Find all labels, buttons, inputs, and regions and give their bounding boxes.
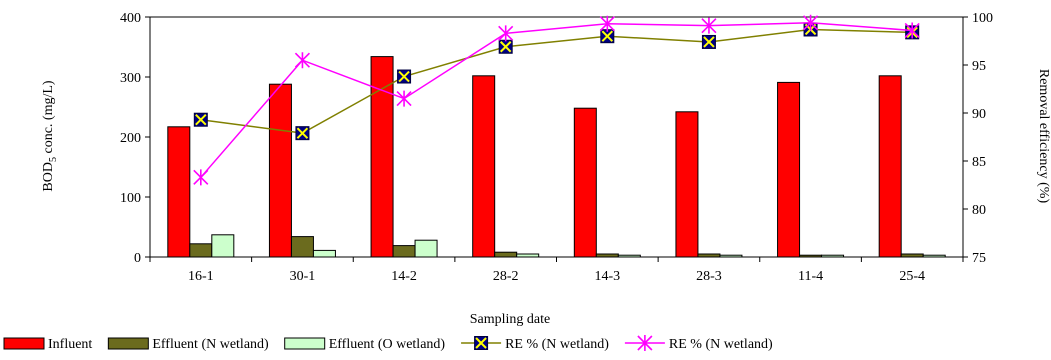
bar [675, 111, 699, 258]
x-axis-title: Sampling date [470, 312, 551, 327]
marker-x [601, 30, 614, 42]
x-tick-label: 25-4 [899, 269, 925, 284]
x-tick-label: 14-2 [391, 269, 417, 284]
line-point [397, 69, 412, 84]
bar [595, 253, 619, 258]
legend-label: Influent [48, 337, 92, 352]
legend: Influent Effluent (N wetland) Effluent (O … [3, 335, 773, 352]
bar [697, 253, 721, 258]
plot-area: 0 100 200 300 400 75 80 85 90 95 100 16-1 30-1 14-2 28… [120, 11, 993, 284]
x-tick-label: 11-4 [798, 269, 823, 284]
y-tick-label: 0 [134, 251, 141, 266]
x-tick-label: 30-1 [290, 269, 316, 284]
y-axis-title-subscript: 5 [48, 157, 59, 162]
y-tick-label: 200 [120, 131, 141, 146]
marker-x [475, 337, 487, 349]
line-point [294, 52, 311, 69]
line-point [498, 25, 514, 42]
marker-x [195, 114, 207, 126]
bar [370, 56, 394, 258]
bar [516, 253, 540, 258]
y2-axis-title: Removal efficiency (%) [1036, 69, 1051, 204]
marker-x [499, 41, 512, 53]
bar [799, 254, 823, 258]
bar [617, 254, 641, 258]
bar [777, 81, 801, 258]
marker-asterisk [396, 90, 412, 107]
svg-text:BOD5 conc. (mg/L): BOD5 conc. (mg/L) [41, 80, 59, 191]
legend-swatch [3, 337, 45, 350]
marker-asterisk [802, 14, 819, 31]
bar [312, 249, 336, 258]
y-tick-label: 300 [120, 71, 141, 86]
line-point [396, 90, 412, 107]
y-axis-title-rest: conc. (mg/L) [41, 80, 56, 157]
bar [414, 239, 438, 258]
bar [189, 243, 213, 258]
y2-tick-label: 95 [972, 59, 986, 74]
y2-tick-label: 80 [972, 203, 986, 218]
line-point [701, 17, 717, 34]
series-line [200, 28, 913, 134]
legend-label: Effluent (O wetland) [329, 337, 446, 352]
line-point [600, 29, 615, 44]
x-tick-label: 16-1 [188, 269, 214, 284]
line-point [599, 15, 615, 32]
x-tick-label: 14-3 [594, 269, 620, 284]
bar [167, 126, 191, 258]
x-tick-label: 28-3 [696, 269, 722, 284]
legend-marker [474, 336, 489, 350]
marker-asterisk [701, 17, 717, 34]
bar [573, 107, 597, 258]
marker-asterisk [599, 15, 615, 32]
marker-asterisk [294, 52, 311, 69]
marker-asterisk [637, 335, 653, 351]
line-point [498, 39, 513, 54]
series-line [200, 22, 913, 178]
line-point [904, 22, 920, 39]
line-point [295, 126, 310, 141]
bar [290, 236, 314, 258]
legend-marker [637, 335, 653, 351]
bar [821, 254, 845, 258]
marker-asterisk [193, 169, 209, 186]
y-tick-label: 100 [120, 191, 141, 206]
bar [922, 254, 946, 258]
marker-asterisk [498, 25, 514, 42]
line-point [193, 169, 209, 186]
y2-tick-label: 75 [972, 251, 986, 266]
bar [211, 234, 235, 258]
y2-tick-label: 85 [972, 155, 986, 170]
y-tick-label: 400 [120, 11, 141, 26]
marker-asterisk [904, 22, 920, 39]
y-axis-title-main: BOD [41, 162, 56, 192]
marker-x [296, 127, 309, 139]
y2-tick-label: 100 [972, 11, 993, 26]
legend-label: RE % (N wetland) [505, 337, 609, 352]
bar [719, 254, 743, 258]
x-tick-label: 28-2 [493, 269, 519, 284]
legend-swatch [107, 337, 149, 350]
bar [900, 253, 924, 258]
bar [472, 75, 496, 258]
line-point [802, 14, 819, 31]
legend-label: RE % (N wetland) [669, 337, 773, 352]
legend-swatch [284, 337, 326, 350]
bar [268, 83, 292, 258]
line-point [193, 112, 208, 127]
y2-tick-label: 90 [972, 107, 986, 122]
line-point [701, 34, 716, 49]
legend-label: Effluent (N wetland) [152, 337, 269, 352]
marker-x [398, 70, 410, 83]
bar [878, 75, 902, 258]
bar [494, 251, 518, 258]
marker-x [703, 36, 715, 48]
y-axis-title: BOD5 conc. (mg/L) [41, 80, 59, 191]
bar [392, 245, 416, 258]
